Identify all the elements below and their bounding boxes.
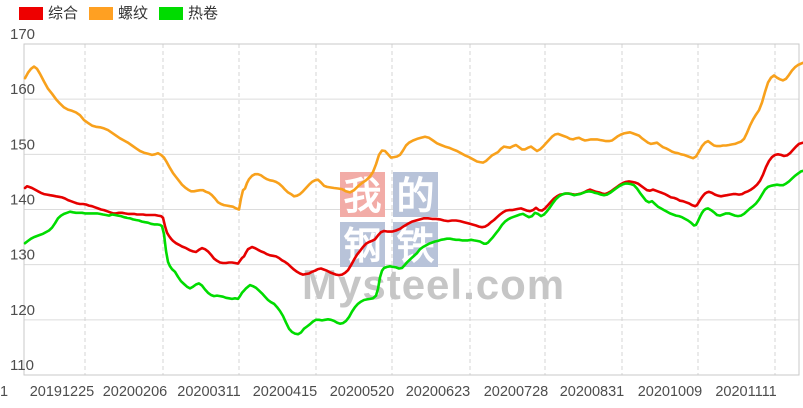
y-axis-label: 160 [10,81,35,98]
legend-item-composite[interactable]: 综合 [19,6,78,21]
watermark-char: 钢 [343,223,381,268]
watermark-char: 的 [396,173,434,218]
series-line-composite [23,141,803,277]
chart-legend: 综合 螺纹 热卷 [19,6,218,21]
x-axis-label: 20200206 [103,384,168,400]
x-axis-label: 20191225 [30,384,95,400]
series-layer [23,61,803,336]
legend-label-composite: 综合 [48,5,79,22]
x-axis-label: 20200520 [330,384,395,400]
x-axis-label: 20200728 [484,384,549,400]
y-axis-label: 170 [10,26,35,43]
watermark-site-text: Mysteel.com [302,261,565,308]
legend-item-rebar[interactable]: 螺纹 [89,6,148,21]
watermark-square [393,172,438,217]
x-axis-label: 20201111 [715,384,776,400]
x-axis-label: 20201009 [638,384,703,400]
legend-label-hot-rolled-coil: 热卷 [188,5,219,22]
legend-label-rebar: 螺纹 [118,5,149,22]
series-line-hot-rolled-coil [23,169,803,336]
y-axis-label: 120 [10,302,35,319]
watermark-square [340,172,385,217]
x-axis-label: 20200623 [406,384,471,400]
x-axis-label: 20200311 [177,384,240,400]
watermark: 我的钢 铁Mysteel.com [302,172,565,308]
plot-border [23,43,800,376]
series-line-rebar [23,61,803,211]
legend-swatch-composite [19,7,43,20]
watermark-char: 我 [343,173,381,218]
legend-swatch-hot-rolled-coil [159,7,184,20]
y-axis-label: 140 [10,192,35,209]
legend-swatch-rebar [89,7,114,20]
y-axis-label: 150 [10,136,35,153]
x-axis-label: 20200415 [253,384,318,400]
x-axis-label: 1 [0,384,8,400]
y-axis-label: 130 [10,247,35,264]
y-axis-label: 110 [10,357,34,374]
x-axis-label: 20200831 [560,384,625,400]
legend-item-hot-rolled-coil[interactable]: 热卷 [159,6,218,21]
watermark-square [340,222,385,267]
